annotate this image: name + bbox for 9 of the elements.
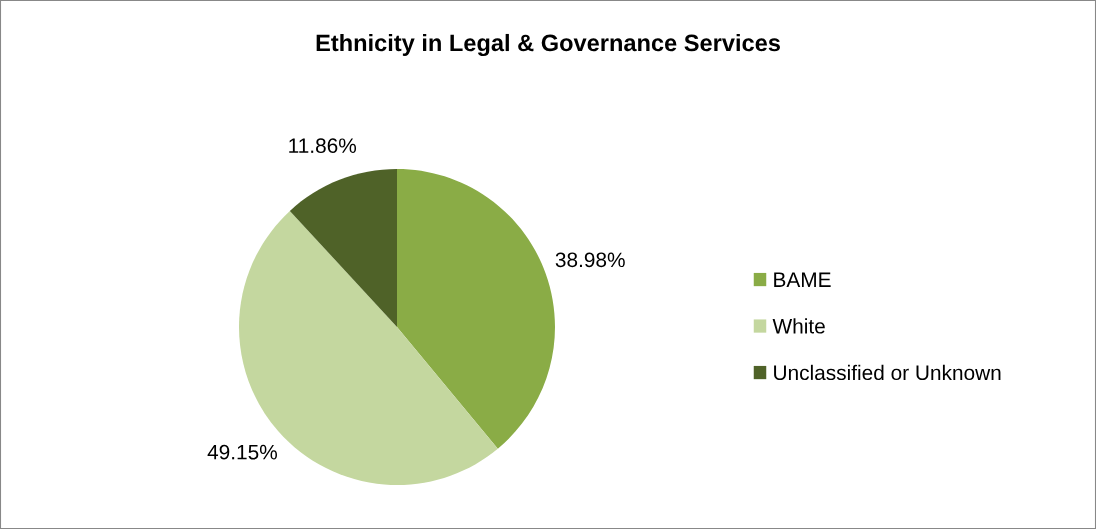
data-label: 38.98%: [555, 252, 625, 268]
data-label: 11.86%: [289, 138, 357, 154]
chart-title: Ethnicity in Legal & Governance Services: [316, 33, 780, 57]
legend-label: White: [772, 318, 825, 334]
pie-slice: [397, 169, 555, 449]
legend-label: Unclassified or Unknown: [774, 364, 1001, 381]
data-label: 49.15%: [207, 444, 277, 460]
legend-label: BAME: [774, 272, 831, 287]
pie-slice: [289, 169, 397, 327]
